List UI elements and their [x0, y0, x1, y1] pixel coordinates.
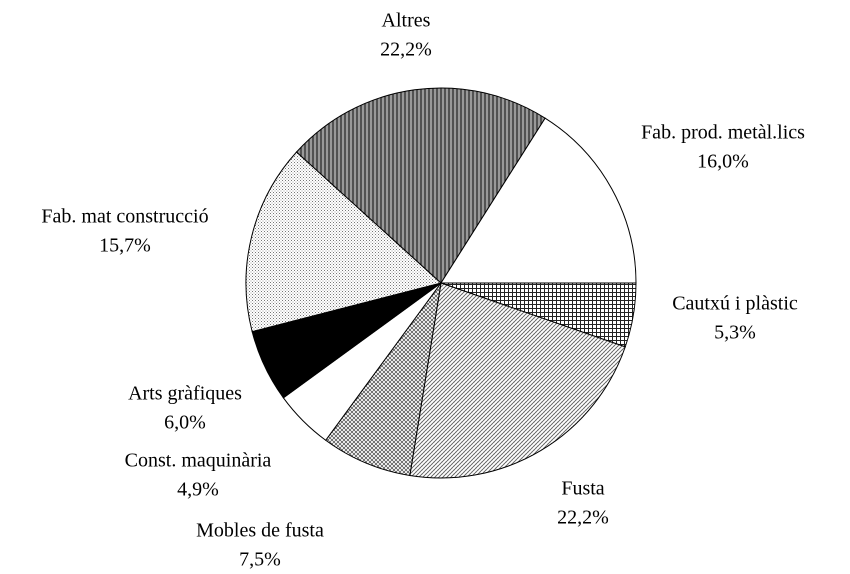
slice-value-label: 7,5%: [239, 549, 281, 571]
pie: [245, 87, 637, 479]
slice-label: Mobles de fusta: [196, 520, 324, 542]
labels: Cautxú i plàstic 5,3% Fusta 22,2% Mobles de …: [41, 10, 805, 571]
slice-label: Const. maquinària: [125, 450, 272, 472]
pie-slice: [440, 117, 637, 284]
slice-value-label: 22,2%: [380, 39, 432, 61]
slice-value-label: 5,3%: [714, 322, 756, 344]
slice-value-label: 16,0%: [697, 151, 749, 173]
slice-label: Cautxú i plàstic: [672, 293, 798, 315]
slice-label: Fab. mat construcció: [41, 206, 208, 228]
slice-value-label: 4,9%: [177, 479, 219, 501]
slice-label: Fab. prod. metàl.lics: [641, 122, 805, 144]
slice-label: Arts gràfiques: [128, 383, 242, 405]
slice-value-label: 22,2%: [557, 507, 609, 529]
pie-slice: [409, 282, 626, 479]
slice-value-label: 15,7%: [99, 235, 151, 257]
pie-slice: [295, 87, 546, 284]
pie-slice: [245, 151, 443, 333]
slice-label: Altres: [382, 10, 431, 32]
slice-label: Fusta: [561, 478, 604, 500]
slice-value-label: 6,0%: [164, 412, 206, 434]
